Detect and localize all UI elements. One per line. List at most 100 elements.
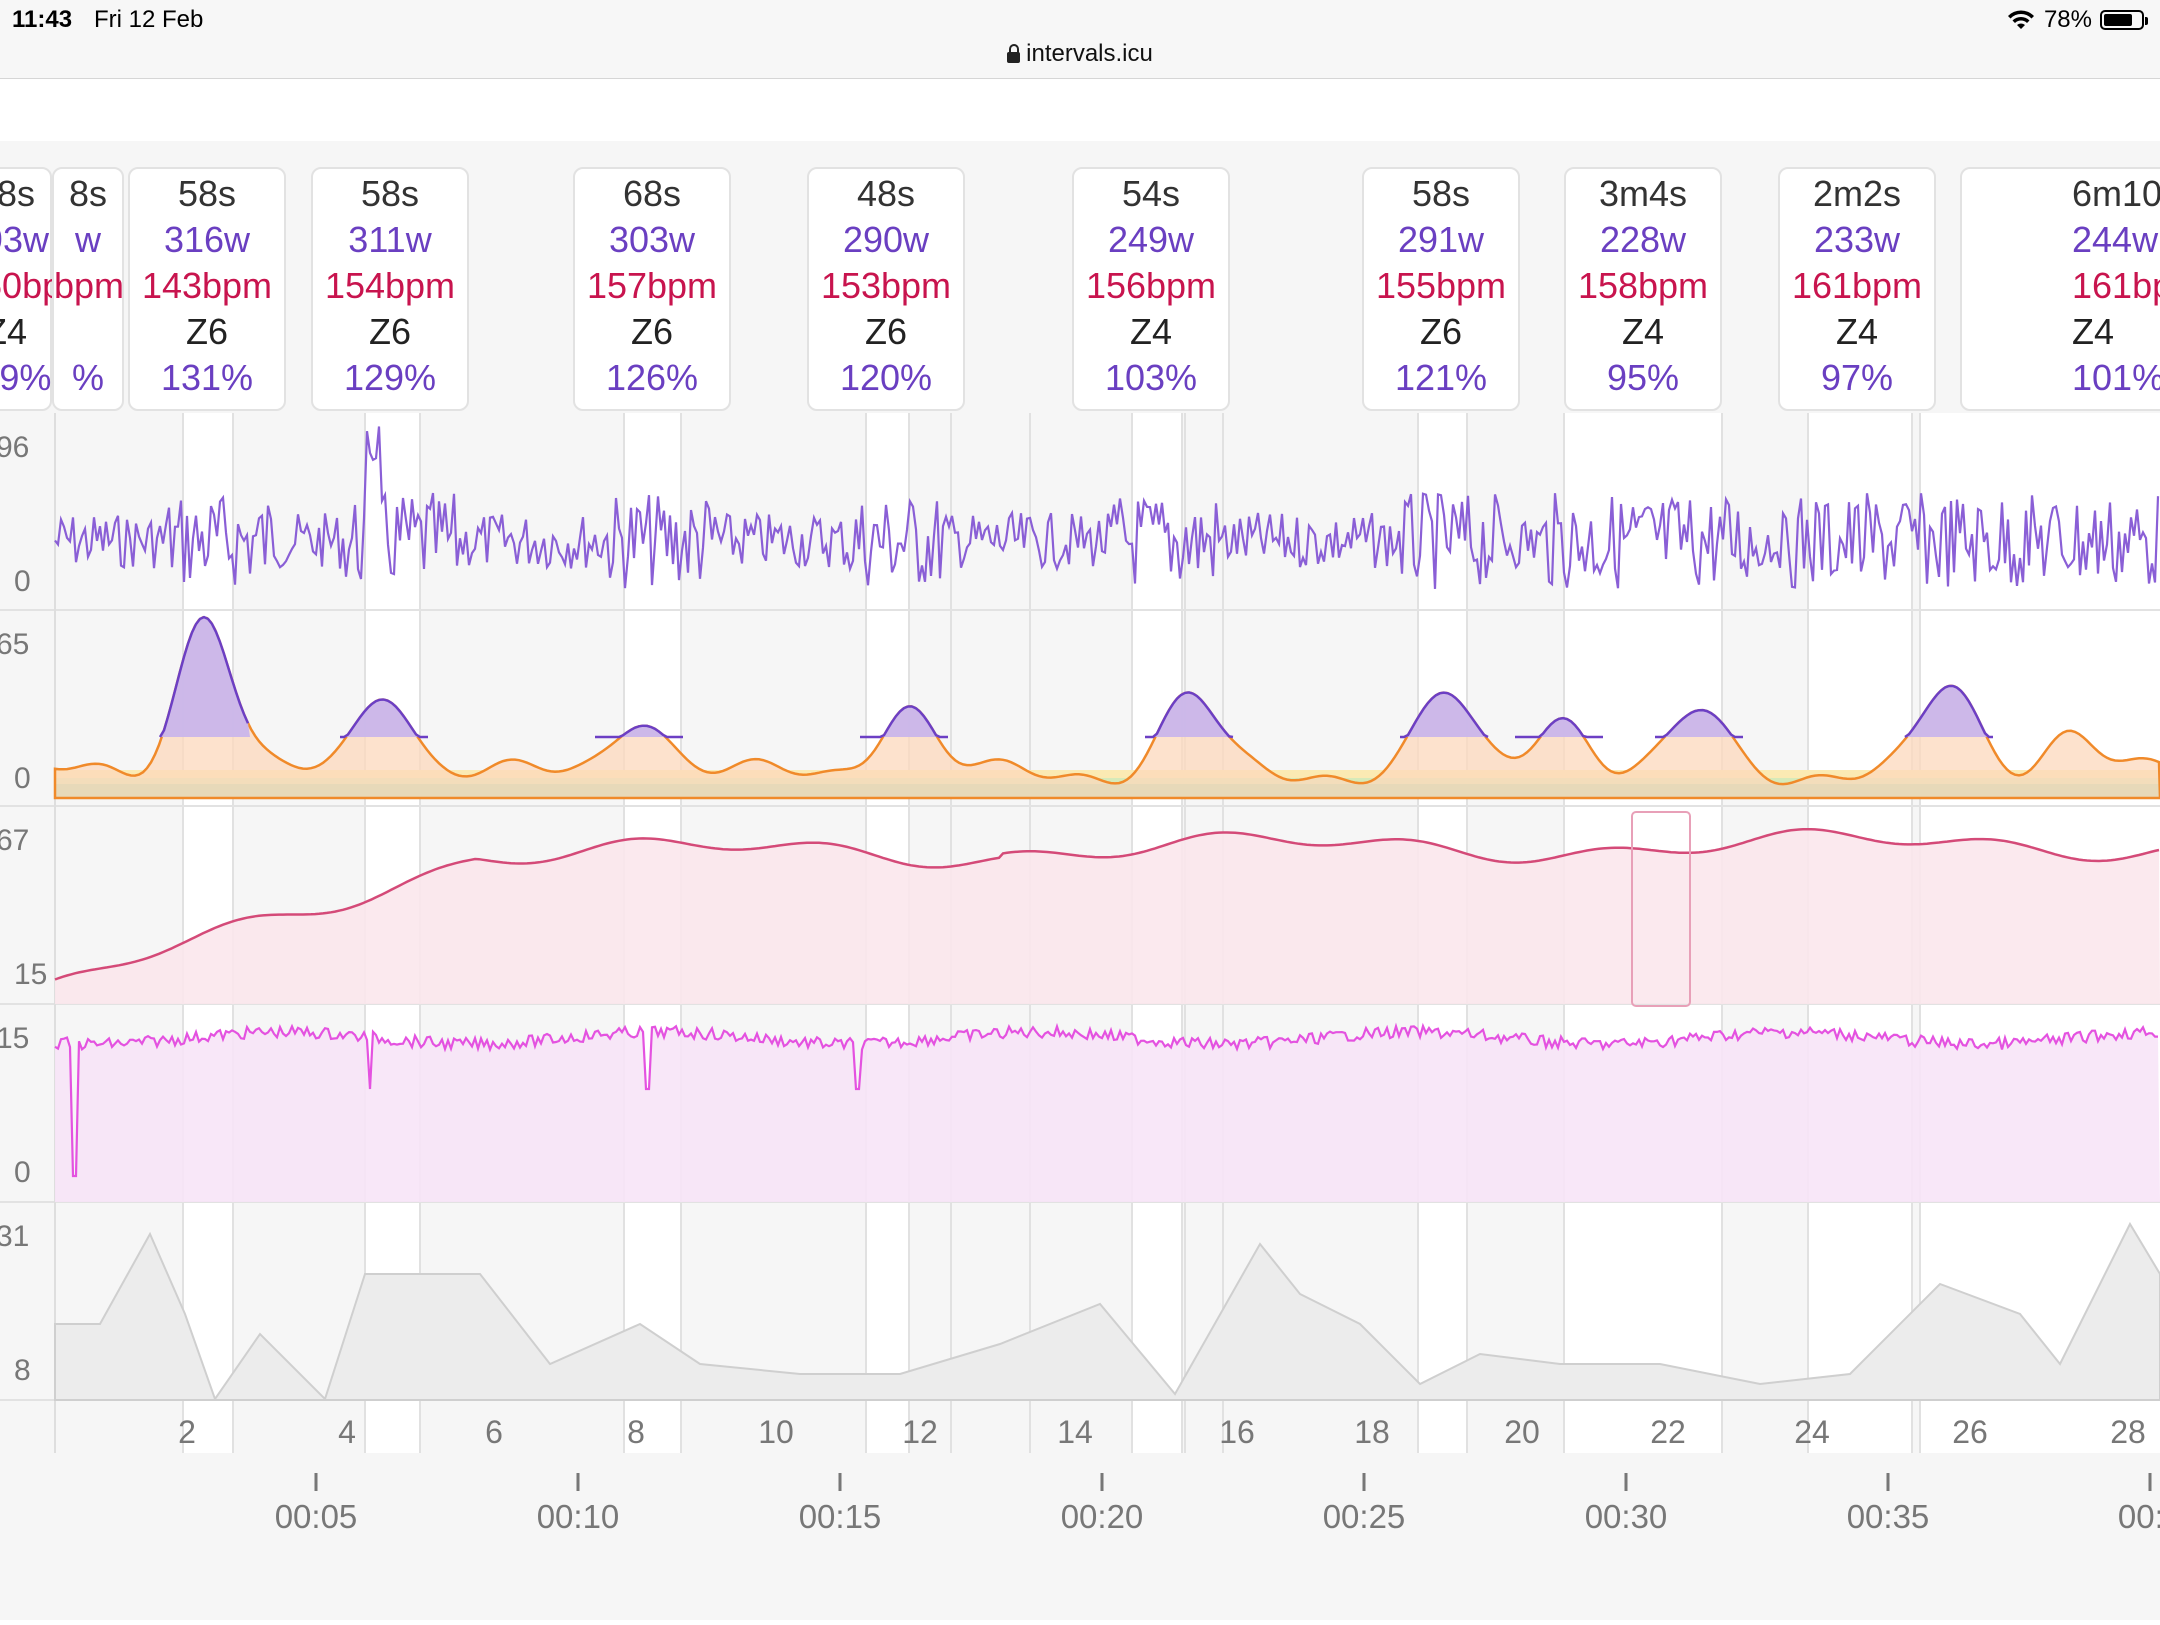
interval-card[interactable]: 6m10s 244w 161bpm Z4 101%	[1960, 167, 2160, 411]
hr-selection-box	[1631, 811, 1691, 1007]
distance-tick-label: 8	[627, 1414, 645, 1450]
distance-tick-label: 24	[1794, 1414, 1830, 1450]
interval-card[interactable]: 54s 249w 156bpm Z4 103%	[1072, 167, 1230, 411]
interval-card-hr: 150bpm	[0, 265, 92, 306]
interval-card[interactable]: 68s 303w 157bpm Z6 126%	[573, 167, 731, 411]
interval-card-zone: Z4	[1621, 311, 1664, 352]
interval-card-duration: 68s	[622, 173, 682, 214]
interval-card-duration: 6m10s	[2072, 173, 2160, 214]
distance-tick-label: 22	[1650, 1414, 1686, 1450]
interval-card-watts: 228w	[1599, 219, 1687, 260]
interval-card-hr: 158bpm	[1577, 265, 1709, 306]
interval-card-watts: 244w	[2072, 219, 2159, 260]
axis-canvas: 00:05 00:10 00:15 00:20 00:25 00:30 00:35 00:4	[275, 1473, 2160, 1535]
distance-tick-label: 18	[1354, 1414, 1390, 1450]
url-display[interactable]: intervals.icu	[1007, 40, 1153, 68]
y-axis-label-max: 65	[0, 628, 29, 661]
distance-axis-bg	[0, 1400, 2160, 1453]
y-axis-label-max: 67	[0, 824, 29, 857]
distance-tick-label: 6	[485, 1414, 503, 1450]
time-tick-label: 00:05	[275, 1498, 358, 1535]
interval-card-zone: Z6	[368, 311, 411, 352]
interval-card-zone: Z6	[630, 311, 673, 352]
url-bar[interactable]: intervals.icu	[0, 40, 2160, 79]
interval-card-duration: 54s	[1121, 173, 1181, 214]
battery-fill	[2104, 14, 2132, 26]
distance-tick-label: 2	[178, 1414, 196, 1450]
interval-card-pct: 95%	[1606, 357, 1680, 398]
interval-card-zone: Z6	[864, 311, 907, 352]
distance-tick-label: 26	[1952, 1414, 1988, 1450]
interval-card-hr: 157bpm	[586, 265, 718, 306]
w-prime-peak-fill	[595, 725, 685, 737]
interval-card-zone: Z4	[0, 311, 27, 352]
interval-card-watts: 293w	[0, 219, 50, 260]
cadence-area	[55, 1026, 2160, 1202]
interval-card-watts: 249w	[1107, 219, 1195, 260]
interval-card-watts: 311w	[348, 219, 432, 260]
y-axis-label-max: 96	[0, 431, 29, 464]
status-bar: 11:43 Fri 12 Feb 78%	[0, 0, 2160, 44]
interval-card-watts: w	[75, 219, 101, 260]
interval-cards-row: 58s 293w 150bpm Z4 119% 8s w bpm% 58s 316w 143bpm Z…	[0, 141, 2160, 413]
interval-card[interactable]: 2m2s 233w 161bpm Z4 97%	[1778, 167, 1936, 411]
page-header-band	[0, 79, 2160, 143]
w-prime-peak-fill	[860, 706, 950, 737]
zone-band-yellow	[55, 770, 2160, 778]
lock-icon	[1007, 43, 1021, 63]
w-prime-peak-fill	[1515, 718, 1605, 737]
interval-card-duration: 58s	[177, 173, 237, 214]
interval-card[interactable]: 58s 291w 155bpm Z6 121%	[1362, 167, 1520, 411]
interval-card-duration: 58s	[360, 173, 420, 214]
interval-card[interactable]: 3m4s 228w 158bpm Z4 95%	[1564, 167, 1722, 411]
interval-card-pct: 97%	[1820, 357, 1894, 398]
y-axis-label-min: 15	[14, 958, 47, 991]
interval-card-zone: Z6	[185, 311, 228, 352]
interval-card-zone: Z4	[1129, 311, 1172, 352]
w-prime-peak-fill	[160, 617, 250, 737]
y-axis-label-min: 0	[14, 762, 31, 795]
interval-card[interactable]: 58s 316w 143bpm Z6 131%	[128, 167, 286, 411]
interval-card-pct: 119%	[0, 357, 52, 398]
interval-card-hr: 153bpm	[820, 265, 952, 306]
interval-card-pct: 129%	[343, 357, 437, 398]
distance-tick-label: 16	[1219, 1414, 1255, 1450]
interval-card[interactable]: 58s 293w 150bpm Z4 119%	[0, 167, 92, 411]
interval-card-hr: 161bpm	[2072, 265, 2160, 306]
interval-card[interactable]: 58s 311w 154bpm Z6 129%	[311, 167, 469, 411]
status-date: Fri 12 Feb	[94, 6, 204, 33]
activity-charts: 96 0 65 0 67 15 15 0 31 8 2 4 6 8 10 12 14 16 18 20 22 24 26 28	[0, 413, 2160, 1453]
interval-card-pct: 126%	[605, 357, 699, 398]
interval-card-hr: bpm	[54, 265, 125, 306]
w-prime-peak-line	[1515, 716, 1603, 739]
w-prime-peak-fill	[1655, 710, 1745, 737]
zone-band-lightgreen	[55, 778, 2160, 784]
interval-card-hr: 156bpm	[1085, 265, 1217, 306]
interval-card-hr: 154bpm	[324, 265, 456, 306]
hr-area	[55, 829, 2160, 1004]
interval-card-hr: 155bpm	[1375, 265, 1507, 306]
interval-card-pct: 120%	[839, 357, 933, 398]
interval-card-pct: 101%	[2072, 357, 2160, 398]
interval-card[interactable]: 48s 290w 153bpm Z6 120%	[807, 167, 965, 411]
interval-card-watts: 291w	[1397, 219, 1485, 260]
interval-card-duration: 48s	[856, 173, 916, 214]
w-prime-peak-line	[158, 615, 250, 738]
interval-card-duration: 2m2s	[1812, 173, 1902, 214]
w-prime-peak-line	[1145, 691, 1234, 739]
interval-card-pct: 121%	[1394, 357, 1488, 398]
url-text: intervals.icu	[1026, 40, 1153, 67]
interval-card-duration: 58s	[0, 173, 36, 214]
w-prime-peak-line	[340, 698, 428, 739]
altitude-area	[54, 1221, 2160, 1402]
time-tick-label: 00:20	[1061, 1498, 1144, 1535]
interval-card-watts: 316w	[163, 219, 251, 260]
distance-tick-label: 28	[2110, 1414, 2146, 1450]
time-tick-label: 00:15	[799, 1498, 882, 1535]
battery-icon	[2100, 10, 2148, 30]
time-tick-label: 00:4	[2118, 1498, 2160, 1535]
w-prime-peak-line	[860, 705, 948, 739]
interval-card[interactable]: 8s w bpm%	[52, 167, 124, 411]
battery-percent: 78%	[2043, 6, 2092, 33]
